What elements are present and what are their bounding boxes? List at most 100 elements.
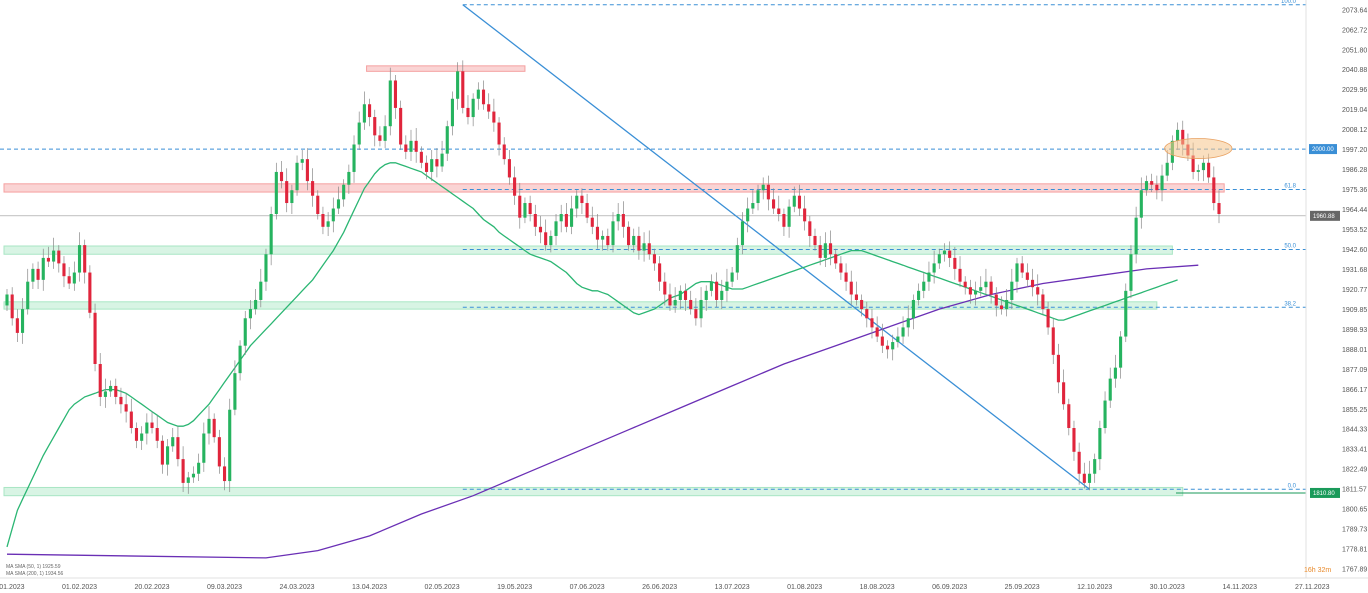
candle — [709, 281, 713, 291]
candle — [404, 144, 408, 152]
candle — [994, 294, 998, 306]
candle — [740, 221, 745, 246]
candle — [352, 144, 356, 172]
zones-layer — [3, 65, 1225, 497]
candle — [823, 243, 827, 258]
candle — [274, 171, 278, 215]
candle — [342, 184, 346, 200]
price-tag-0: 1960.88 — [1313, 214, 1335, 220]
candle — [119, 396, 123, 405]
candle — [1176, 129, 1180, 141]
candle — [36, 268, 40, 280]
candle — [839, 263, 843, 273]
candle — [103, 391, 107, 397]
candle — [326, 221, 330, 227]
candle — [186, 477, 190, 483]
candle — [424, 162, 429, 172]
horizontal-lines-layer: 100.0 2000.00 61.8 50.0 38.2 0.0 — [0, 0, 1337, 494]
candle — [362, 104, 366, 123]
candle — [922, 281, 926, 291]
candle — [383, 126, 387, 141]
candle — [368, 104, 372, 118]
candle — [575, 195, 579, 209]
candle — [668, 294, 672, 306]
candle — [1113, 367, 1117, 379]
candle — [26, 281, 30, 310]
candle — [507, 159, 511, 178]
y-tick-label: 1898.93 — [1342, 327, 1367, 334]
candle — [155, 428, 159, 441]
candle — [1103, 400, 1107, 429]
price-tag-1: 1810.80 — [1313, 491, 1335, 497]
candle — [466, 107, 470, 118]
candle — [1030, 279, 1035, 288]
candle — [606, 235, 610, 246]
candle — [440, 153, 444, 167]
candle — [264, 254, 268, 282]
candle — [445, 126, 449, 154]
candle — [906, 318, 910, 328]
candle — [419, 151, 423, 163]
candle — [456, 71, 460, 99]
candle — [678, 290, 682, 300]
candle — [399, 107, 403, 145]
candle — [1005, 299, 1009, 310]
x-tick-label: 14.11.2023 — [1222, 584, 1257, 591]
fib-label-3: 50.0 — [1284, 243, 1296, 249]
candle — [658, 263, 662, 282]
candle — [1196, 170, 1200, 172]
candle — [31, 268, 35, 282]
x-tick-label: 26.06.2023 — [642, 584, 677, 591]
candle — [52, 250, 56, 262]
candle — [860, 299, 864, 310]
candle — [1010, 281, 1014, 300]
candle — [435, 159, 439, 167]
y-tick-label: 2062.72 — [1342, 27, 1367, 34]
candle — [248, 309, 252, 319]
candle — [1077, 451, 1081, 474]
candle — [1067, 404, 1071, 429]
zone-0 — [3, 183, 1225, 193]
candle — [772, 199, 776, 209]
candle — [854, 294, 858, 300]
candle — [1144, 181, 1149, 191]
candle — [259, 281, 263, 300]
candle — [725, 281, 729, 291]
candle — [285, 181, 289, 204]
candle — [663, 281, 667, 295]
zone-1 — [366, 65, 526, 72]
candle — [228, 409, 232, 482]
candle — [1160, 175, 1164, 191]
candle — [673, 299, 677, 306]
price-tag-bg-1 — [1310, 487, 1340, 498]
candle — [683, 290, 688, 300]
candle — [217, 437, 221, 467]
fib-label-0: 100.0 — [1281, 0, 1297, 5]
candle — [134, 428, 139, 441]
x-tick-label: 19.05.2023 — [497, 584, 532, 591]
y-tick-label: 1767.89 — [1342, 567, 1367, 574]
candle — [1046, 309, 1050, 328]
candle — [254, 299, 258, 310]
candle — [378, 135, 382, 141]
candle — [41, 257, 45, 280]
candle — [1119, 336, 1123, 368]
highlight-ellipse — [1164, 138, 1233, 159]
x-tick-label: 25.09.2023 — [1005, 584, 1040, 591]
candle — [336, 199, 341, 209]
y-tick-label: 1953.52 — [1342, 227, 1367, 234]
candle — [373, 117, 377, 136]
candle — [109, 385, 113, 392]
x-tick-label: 01.08.2023 — [787, 584, 822, 591]
x-tick-label: 12.10.2023 — [1077, 584, 1112, 591]
candle — [1087, 473, 1092, 483]
candle — [83, 245, 87, 273]
candle — [554, 221, 558, 236]
candle — [937, 254, 941, 264]
x-tick-label: 24.03.2023 — [280, 584, 315, 591]
candle — [430, 159, 434, 172]
candle — [849, 281, 853, 295]
candle — [487, 104, 491, 112]
candle — [559, 214, 563, 222]
